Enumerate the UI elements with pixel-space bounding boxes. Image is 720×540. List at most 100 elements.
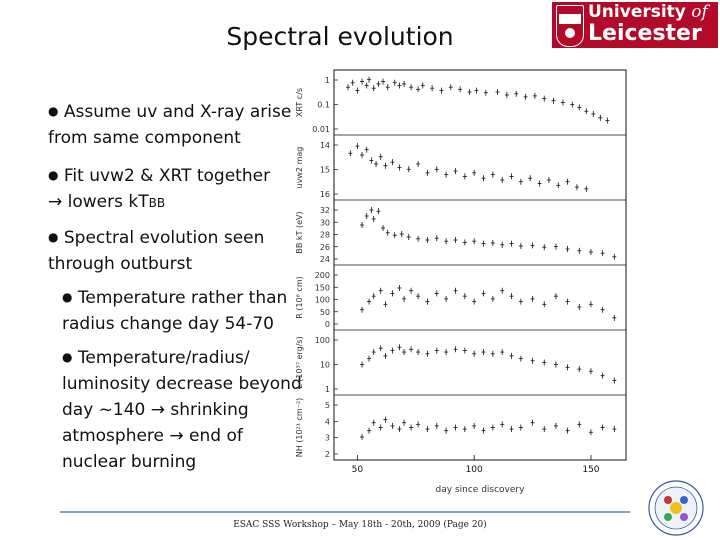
y-tick-label: 0.1 bbox=[317, 101, 330, 110]
y-tick-label: 30 bbox=[320, 218, 330, 227]
data-point bbox=[518, 298, 523, 305]
data-point bbox=[462, 293, 467, 300]
data-point bbox=[392, 232, 397, 239]
y-axis-label: uvw2 mag bbox=[295, 147, 304, 189]
data-point bbox=[378, 153, 383, 160]
data-point bbox=[472, 350, 477, 357]
data-point bbox=[472, 238, 477, 245]
data-point bbox=[462, 347, 467, 354]
data-point bbox=[416, 160, 421, 167]
slide-title: Spectral evolution bbox=[226, 22, 454, 51]
data-point bbox=[612, 426, 617, 433]
data-point bbox=[509, 240, 514, 247]
data-point bbox=[444, 427, 449, 434]
data-point bbox=[565, 298, 570, 305]
data-point bbox=[397, 285, 402, 291]
data-point bbox=[565, 427, 570, 434]
data-point bbox=[537, 180, 542, 187]
data-point bbox=[383, 162, 388, 169]
data-point bbox=[490, 295, 495, 302]
data-point bbox=[584, 108, 589, 115]
bullet-dot-icon: ● bbox=[48, 168, 59, 182]
data-point bbox=[348, 150, 353, 157]
data-point bbox=[378, 424, 383, 431]
data-point bbox=[518, 178, 523, 185]
footer-text: ESAC SSS Workshop – May 18th - 20th, 200… bbox=[233, 520, 487, 530]
logo-line2: Leicester bbox=[588, 21, 702, 46]
y-tick-label: 150 bbox=[315, 283, 330, 292]
data-point bbox=[542, 95, 547, 102]
data-point bbox=[612, 253, 617, 260]
data-point bbox=[409, 346, 414, 353]
data-point bbox=[495, 89, 500, 96]
data-point bbox=[367, 298, 372, 305]
y-tick-label: 32 bbox=[320, 206, 330, 215]
footer-rule bbox=[60, 511, 630, 513]
data-point bbox=[444, 171, 449, 178]
data-point bbox=[523, 93, 528, 100]
data-point bbox=[598, 114, 603, 121]
data-point bbox=[453, 287, 458, 294]
crest-icon bbox=[556, 5, 584, 47]
data-point bbox=[467, 89, 472, 96]
data-point bbox=[360, 152, 365, 159]
y-tick-label: 0 bbox=[325, 320, 330, 329]
data-point bbox=[481, 290, 486, 297]
data-point bbox=[565, 246, 570, 252]
data-point bbox=[383, 352, 388, 359]
data-point bbox=[490, 240, 495, 246]
data-point bbox=[472, 422, 477, 429]
data-point bbox=[600, 372, 605, 379]
data-point bbox=[612, 377, 617, 384]
data-point bbox=[556, 182, 561, 189]
data-point bbox=[518, 355, 523, 362]
data-point bbox=[402, 419, 407, 426]
data-point bbox=[360, 222, 365, 228]
data-point bbox=[416, 421, 421, 428]
data-point bbox=[383, 301, 388, 308]
bullet-dot-icon: ● bbox=[62, 290, 73, 304]
data-point bbox=[472, 298, 477, 305]
data-point bbox=[574, 184, 579, 191]
data-point bbox=[364, 213, 369, 219]
data-point bbox=[577, 104, 582, 111]
data-point bbox=[560, 99, 565, 106]
data-point bbox=[376, 80, 381, 87]
data-point bbox=[390, 159, 395, 166]
data-point bbox=[367, 355, 372, 362]
data-point bbox=[399, 231, 404, 237]
data-point bbox=[355, 143, 360, 150]
data-point bbox=[355, 87, 360, 94]
data-point bbox=[462, 239, 467, 246]
data-point bbox=[481, 349, 486, 356]
data-point bbox=[430, 85, 435, 92]
data-point bbox=[369, 207, 374, 213]
data-point bbox=[530, 357, 535, 364]
data-point bbox=[481, 240, 486, 247]
data-point bbox=[371, 349, 376, 356]
data-point bbox=[588, 429, 593, 436]
data-point bbox=[509, 352, 514, 359]
data-point bbox=[542, 301, 547, 308]
x-axis-label: day since discovery bbox=[436, 485, 526, 495]
bullet-dot-icon: ● bbox=[48, 104, 59, 118]
data-point bbox=[553, 361, 558, 368]
data-point bbox=[551, 97, 556, 104]
data-point bbox=[542, 359, 547, 366]
bullet-5: ● Temperature/radius/ luminosity decreas… bbox=[62, 348, 302, 472]
data-point bbox=[402, 80, 407, 87]
data-point bbox=[402, 349, 407, 356]
data-point bbox=[584, 185, 589, 192]
y-tick-label: 24 bbox=[320, 255, 330, 264]
data-point bbox=[530, 295, 535, 302]
y-tick-label: 2 bbox=[325, 450, 330, 459]
y-tick-label: 5 bbox=[325, 401, 330, 410]
data-point bbox=[577, 304, 582, 310]
data-point bbox=[376, 208, 381, 215]
data-point bbox=[483, 89, 488, 96]
data-point bbox=[588, 368, 593, 375]
data-point bbox=[500, 287, 505, 294]
data-point bbox=[425, 298, 430, 305]
data-point bbox=[490, 424, 495, 431]
data-point bbox=[420, 82, 425, 89]
